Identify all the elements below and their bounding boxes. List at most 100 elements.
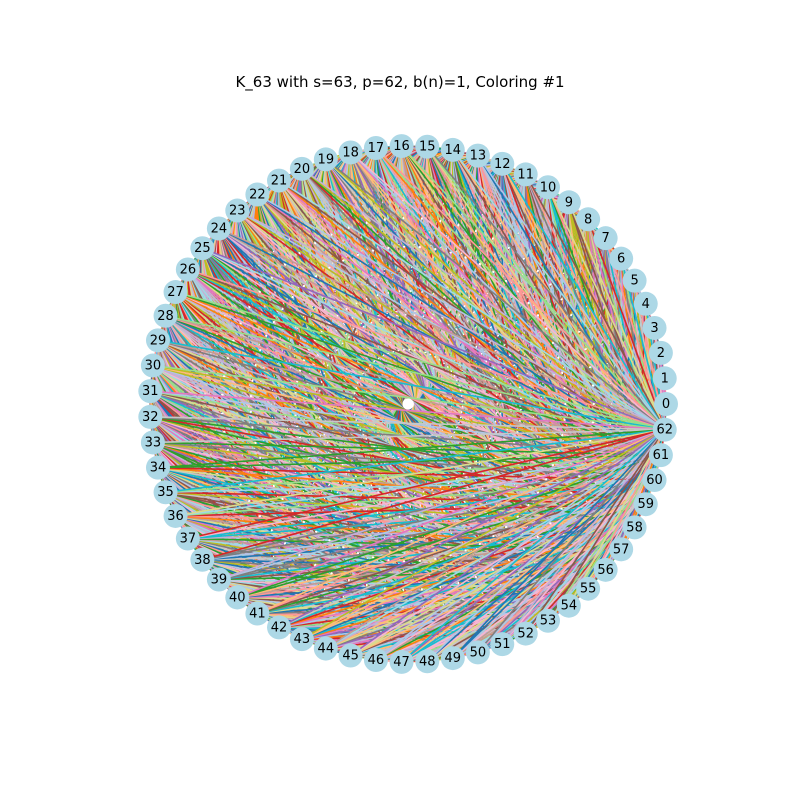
graph-edge	[165, 314, 665, 431]
graph-edge	[375, 503, 647, 661]
graph-node-label: 25	[194, 241, 211, 256]
graph-node: 34	[145, 455, 170, 480]
graph-node: 1	[652, 366, 677, 391]
graph-edge	[426, 454, 662, 662]
graph-node-label: 24	[211, 222, 228, 237]
graph-edge	[152, 364, 665, 431]
graph-node: 41	[245, 601, 270, 626]
graph-node-label: 10	[540, 180, 557, 195]
graph-node-label: 8	[584, 212, 592, 227]
graph-edge	[401, 454, 662, 663]
graph-node: 47	[389, 649, 414, 674]
graph-node-label: 41	[249, 606, 266, 621]
graph-node: 44	[313, 636, 338, 661]
graph-edge	[157, 428, 665, 469]
graph-node-label: 2	[657, 346, 665, 361]
graph-node-circle	[535, 608, 560, 633]
graph-node-circle	[576, 207, 601, 232]
graph-node: 43	[289, 627, 314, 652]
graph-node: 9	[556, 190, 581, 215]
graph-node: 6	[609, 246, 634, 271]
graph-node-circle	[267, 168, 291, 193]
graph-node-circle	[609, 537, 634, 562]
graph-node-label: 19	[318, 152, 335, 167]
graph-node-circle	[633, 291, 658, 316]
edges-layer	[149, 145, 667, 663]
graph-node-label: 54	[561, 599, 578, 614]
graph-edge	[547, 186, 666, 431]
graph-node-label: 51	[494, 637, 511, 652]
center-marker	[404, 399, 414, 409]
graph-edge	[157, 339, 665, 431]
graph-node: 4	[633, 291, 658, 316]
graph-node: 21	[267, 168, 291, 193]
graph-node-circle	[175, 526, 200, 551]
graph-node-label: 62	[656, 423, 673, 438]
graph-node-label: 46	[368, 653, 385, 668]
graph-node-label: 57	[613, 542, 630, 557]
graph-node-label: 33	[145, 435, 162, 450]
graph-node: 7	[593, 226, 618, 251]
graph-node-label: 61	[653, 448, 670, 463]
graph-edge	[400, 145, 662, 456]
graph-node: 53	[535, 608, 560, 633]
graph-node-circle	[513, 162, 538, 187]
graph-node-label: 59	[637, 497, 654, 512]
graph-node-label: 5	[630, 274, 638, 289]
graph-node: 36	[163, 503, 188, 528]
graph-node-circle	[140, 430, 165, 455]
graph-edge	[400, 145, 666, 431]
graph-edge	[501, 429, 666, 645]
graph-node-circle	[465, 143, 490, 168]
graph-node-label: 60	[646, 473, 663, 488]
graph-node: 31	[138, 379, 163, 404]
graph-node-label: 7	[601, 231, 609, 246]
graph-node-circle	[140, 353, 165, 378]
graph-node-circle	[206, 567, 231, 592]
graph-edge	[452, 149, 656, 481]
graph-node: 58	[622, 515, 647, 540]
graph-node-circle	[642, 315, 667, 340]
graph-node: 50	[465, 640, 490, 665]
graph-node: 20	[289, 156, 314, 181]
graph-edge	[524, 174, 666, 431]
graph-node: 38	[190, 547, 215, 572]
graph-node: 39	[206, 567, 231, 592]
graph-node: 55	[576, 576, 601, 601]
graph-node: 30	[140, 353, 165, 378]
graph-edge	[202, 428, 665, 561]
graph-node-label: 18	[342, 145, 359, 160]
graph-node-circle	[652, 366, 677, 391]
graph-node-label: 22	[249, 188, 266, 203]
graph-edge	[325, 158, 666, 431]
graph-node: 22	[245, 182, 270, 207]
graph-node-circle	[175, 257, 200, 282]
graph-node: 35	[153, 480, 178, 505]
graph-node-circle	[513, 621, 538, 646]
graph-node: 0	[654, 392, 678, 416]
graph-node-label: 32	[142, 410, 159, 425]
graph-node-label: 29	[150, 333, 167, 348]
graph-edge	[501, 163, 662, 456]
graph-node-circle	[593, 557, 618, 582]
graph-node-circle	[145, 455, 170, 480]
graph-node: 59	[633, 492, 658, 517]
graph-node: 14	[440, 137, 465, 162]
graph-node: 54	[556, 593, 581, 618]
graph-node: 5	[622, 268, 647, 293]
graph-edge	[375, 147, 666, 431]
graph-node-circle	[138, 404, 163, 429]
graph-node-label: 1	[661, 371, 669, 386]
graph-edge	[202, 247, 666, 431]
graph-edge	[236, 209, 666, 431]
center-layer	[404, 399, 414, 409]
graph-node-label: 50	[470, 645, 487, 660]
graph-node-label: 28	[157, 309, 174, 324]
graph-node-circle	[556, 190, 581, 215]
graph-node-circle	[556, 593, 581, 618]
nodes-layer: 0123456789101112131415161718192021222324…	[138, 134, 678, 674]
graph-node-circle	[206, 216, 231, 241]
graph-node-circle	[490, 632, 515, 657]
graph-node-circle	[535, 175, 560, 200]
